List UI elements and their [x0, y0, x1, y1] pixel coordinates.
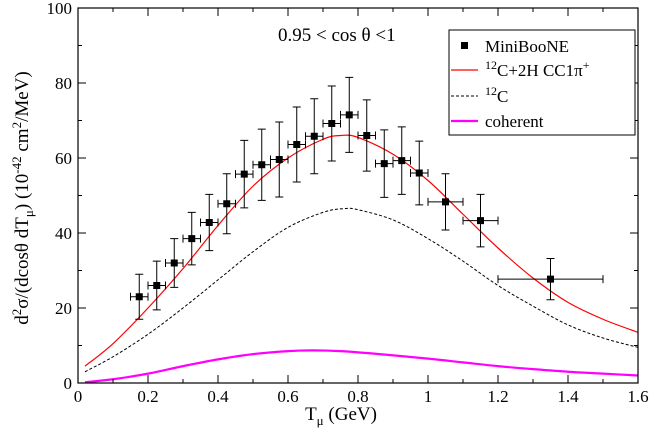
data-point-marker — [223, 200, 231, 208]
data-point — [252, 128, 271, 201]
y-axis-title-unit-sup: 2 — [9, 122, 24, 129]
data-point-marker — [310, 132, 318, 140]
data-point — [270, 121, 289, 198]
series-line-coherent — [84, 349, 639, 384]
legend-label-miniboone: MiniBooNE — [485, 37, 569, 56]
data-point — [427, 173, 464, 231]
data-point-marker — [380, 160, 388, 168]
x-tick-label: 0.4 — [207, 387, 229, 406]
data-point — [235, 139, 254, 209]
data-point — [305, 98, 324, 175]
data-point — [410, 140, 429, 206]
y-axis-title-mid: σ/(dcosθ dT — [12, 217, 33, 309]
series-line-12c — [84, 207, 639, 373]
x-axis-title: Tμ (GeV) — [305, 404, 377, 428]
y-axis-title-exp: -42 — [9, 156, 24, 173]
legend-label-total-sup2: + — [583, 58, 590, 72]
x-tick-label: 0.2 — [137, 387, 158, 406]
y-tick-label: 80 — [55, 74, 72, 93]
legend-box — [448, 29, 636, 136]
data-point — [147, 260, 166, 311]
x-axis-title-unit: (GeV) — [324, 404, 377, 425]
legend-label-carbon-sup: 12 — [485, 84, 497, 98]
data-point — [392, 126, 411, 195]
x-axis-title-sub: μ — [317, 413, 324, 428]
legend-label-total-sup: 12 — [485, 58, 497, 72]
y-tick-label: 0 — [64, 374, 73, 393]
legend-label-total: 12C+2H CC1π+ — [485, 58, 590, 80]
y-tick-label: 60 — [55, 149, 72, 168]
legend: MiniBooNE 12C+2H CC1π+ 12C coherent — [448, 29, 636, 136]
data-point — [182, 211, 201, 266]
data-point-marker — [240, 170, 248, 178]
data-point-marker — [477, 217, 484, 225]
y-axis-title-sub: μ — [21, 210, 36, 217]
y-axis-title-close: ) (10 — [12, 174, 33, 210]
data-point — [375, 129, 394, 198]
data-point-marker — [547, 275, 554, 283]
model-curves — [84, 134, 639, 384]
data-point-marker — [170, 259, 178, 267]
data-points — [130, 76, 604, 320]
y-axis-title-unit: cm — [12, 128, 33, 156]
data-point-marker — [442, 198, 449, 206]
x-tick-label: 0.8 — [347, 387, 368, 406]
data-point-marker — [188, 235, 196, 243]
data-point — [200, 193, 219, 252]
series-line-12c-2h-cc1pi — [84, 134, 639, 367]
data-point-marker — [135, 293, 143, 301]
data-point — [497, 258, 604, 301]
x-tick-label: 0.6 — [277, 387, 298, 406]
x-axis-title-main: T — [305, 404, 317, 425]
legend-marker-miniboone — [461, 42, 468, 49]
data-point — [357, 99, 376, 172]
data-point-marker — [398, 157, 406, 165]
legend-label-carbon: 12C — [485, 84, 508, 106]
x-tick-label: 0 — [74, 387, 83, 406]
data-point — [165, 238, 184, 288]
y-tick-label: 40 — [55, 224, 72, 243]
x-tick-label: 1.2 — [487, 387, 508, 406]
y-tick-label: 20 — [55, 299, 72, 318]
data-point-marker — [415, 169, 423, 177]
data-point-marker — [153, 282, 161, 289]
legend-label-carbon-main: C — [497, 87, 508, 106]
data-point — [130, 273, 149, 320]
y-axis-title-sup: 2 — [9, 309, 24, 316]
data-point — [340, 76, 359, 153]
cos-theta-annotation: 0.95 < cos θ <1 — [278, 25, 396, 46]
data-point-marker — [258, 161, 266, 169]
legend-label-coherent: coherent — [485, 112, 544, 131]
data-point-marker — [205, 219, 213, 226]
x-axis-ticks: 0 0.2 0.4 0.6 0.8 1 1.2 1.4 1.6 — [74, 8, 649, 406]
y-axis-title-pre: d — [12, 315, 33, 325]
data-point — [462, 193, 499, 248]
x-tick-label: 1.4 — [557, 387, 579, 406]
x-tick-label: 1 — [424, 387, 433, 406]
legend-label-total-main: C+2H CC1π — [497, 61, 583, 80]
y-tick-label: 100 — [47, 0, 73, 18]
data-point — [217, 173, 236, 235]
data-point-marker — [328, 120, 336, 127]
data-point-marker — [345, 111, 353, 119]
data-point — [322, 85, 341, 162]
x-tick-label: 1.6 — [627, 387, 648, 406]
y-axis-title-tail: /MeV) — [12, 71, 33, 122]
y-axis-title: d2σ/(dcosθ dTμ) (10-42 cm2/MeV) — [9, 71, 36, 325]
data-point-marker — [293, 141, 301, 148]
data-point — [287, 106, 306, 183]
data-point-marker — [363, 132, 371, 139]
data-point-marker — [275, 156, 283, 163]
